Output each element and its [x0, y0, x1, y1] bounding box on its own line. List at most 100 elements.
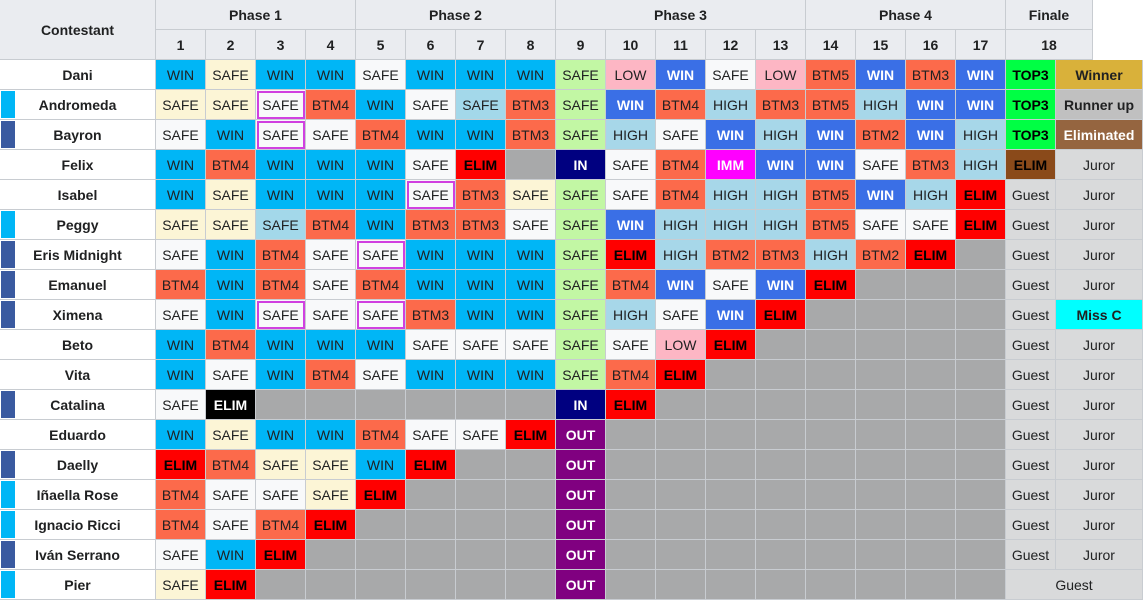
result-cell: SAFE	[206, 480, 256, 510]
result-cell: WIN	[456, 360, 506, 390]
result-cell: WIN	[306, 420, 356, 450]
result-cell	[956, 300, 1006, 330]
contestant-name: Eris Midnight	[0, 240, 156, 270]
result-cell: HIGH	[756, 120, 806, 150]
result-cell: Juror	[1056, 390, 1143, 420]
result-cell: Winner	[1056, 60, 1143, 90]
result-cell: HIGH	[606, 300, 656, 330]
result-cell	[656, 390, 706, 420]
result-cell: SAFE	[156, 570, 206, 600]
result-cell: SAFE	[606, 180, 656, 210]
result-cell: HIGH	[656, 210, 706, 240]
result-cell: WIN	[206, 300, 256, 330]
result-cell: HIGH	[656, 240, 706, 270]
result-cell: BTM4	[306, 360, 356, 390]
result-cell	[956, 420, 1006, 450]
result-cell: Guest	[1006, 540, 1056, 570]
result-cell: SAFE	[506, 210, 556, 240]
episode-header: 10	[606, 30, 656, 60]
result-cell: ELIM	[206, 390, 256, 420]
result-cell: BTM4	[156, 270, 206, 300]
result-cell: SAFE	[656, 120, 706, 150]
result-cell: SAFE	[456, 330, 506, 360]
result-cell	[706, 390, 756, 420]
result-cell: SAFE	[256, 480, 306, 510]
result-cell: WIN	[506, 240, 556, 270]
result-cell	[456, 480, 506, 510]
result-cell: ELIM	[606, 390, 656, 420]
result-cell: SAFE	[406, 180, 456, 210]
episode-header: 18	[1006, 30, 1093, 60]
episode-header: 16	[906, 30, 956, 60]
result-cell: WIN	[956, 90, 1006, 120]
result-cell	[906, 390, 956, 420]
result-cell: WIN	[356, 450, 406, 480]
result-cell: BTM4	[606, 360, 656, 390]
result-cell	[956, 570, 1006, 600]
result-cell: Juror	[1056, 510, 1143, 540]
result-cell	[606, 450, 656, 480]
result-cell: WIN	[256, 60, 306, 90]
result-cell: TOP3	[1006, 120, 1056, 150]
result-cell: WIN	[906, 120, 956, 150]
result-cell: SAFE	[706, 270, 756, 300]
result-cell: HIGH	[956, 120, 1006, 150]
contestant-name: Catalina	[0, 390, 156, 420]
result-cell: WIN	[506, 300, 556, 330]
result-cell: WIN	[506, 270, 556, 300]
result-cell: BTM4	[256, 270, 306, 300]
contestant-name: Emanuel	[0, 270, 156, 300]
result-cell	[456, 450, 506, 480]
result-cell: Guest	[1006, 240, 1056, 270]
result-cell	[856, 300, 906, 330]
result-cell	[656, 510, 706, 540]
result-cell: HIGH	[756, 210, 806, 240]
result-cell: WIN	[156, 330, 206, 360]
result-cell: SAFE	[556, 360, 606, 390]
result-cell: SAFE	[256, 300, 306, 330]
result-cell	[906, 360, 956, 390]
result-cell: BTM3	[906, 60, 956, 90]
result-cell: BTM4	[206, 330, 256, 360]
result-cell: WIN	[456, 270, 506, 300]
result-cell: WIN	[356, 330, 406, 360]
result-cell	[806, 330, 856, 360]
result-cell: WIN	[756, 270, 806, 300]
result-cell: LOW	[756, 60, 806, 90]
result-cell	[956, 330, 1006, 360]
result-cell: WIN	[406, 120, 456, 150]
result-cell: ELIM	[906, 240, 956, 270]
result-cell: SAFE	[156, 240, 206, 270]
result-cell: SAFE	[506, 330, 556, 360]
result-cell: Guest	[1006, 510, 1056, 540]
result-cell: HIGH	[606, 120, 656, 150]
contestant-color-swatch	[1, 361, 15, 388]
result-cell: HIGH	[906, 180, 956, 210]
result-cell: SAFE	[156, 300, 206, 330]
contestant-color-swatch	[1, 571, 15, 598]
result-cell: SAFE	[506, 180, 556, 210]
result-cell: WIN	[406, 240, 456, 270]
contestant-color-swatch	[1, 271, 15, 298]
phase-header: Phase 2	[356, 0, 556, 30]
result-cell: SAFE	[406, 420, 456, 450]
result-cell: BTM3	[506, 90, 556, 120]
result-cell	[656, 420, 706, 450]
result-cell: WIN	[806, 150, 856, 180]
result-cell	[856, 390, 906, 420]
phase-header: Phase 4	[806, 0, 1006, 30]
episode-header: 4	[306, 30, 356, 60]
result-cell: SAFE	[706, 60, 756, 90]
result-cell: Juror	[1056, 360, 1143, 390]
result-cell: ELIM	[956, 180, 1006, 210]
episode-header: 15	[856, 30, 906, 60]
result-cell	[856, 270, 906, 300]
result-cell	[806, 510, 856, 540]
episode-header: 13	[756, 30, 806, 60]
result-cell	[406, 480, 456, 510]
result-cell: WIN	[256, 150, 306, 180]
phase-header: Phase 1	[156, 0, 356, 30]
result-cell: BTM4	[306, 90, 356, 120]
result-cell: SAFE	[856, 210, 906, 240]
result-cell	[606, 570, 656, 600]
